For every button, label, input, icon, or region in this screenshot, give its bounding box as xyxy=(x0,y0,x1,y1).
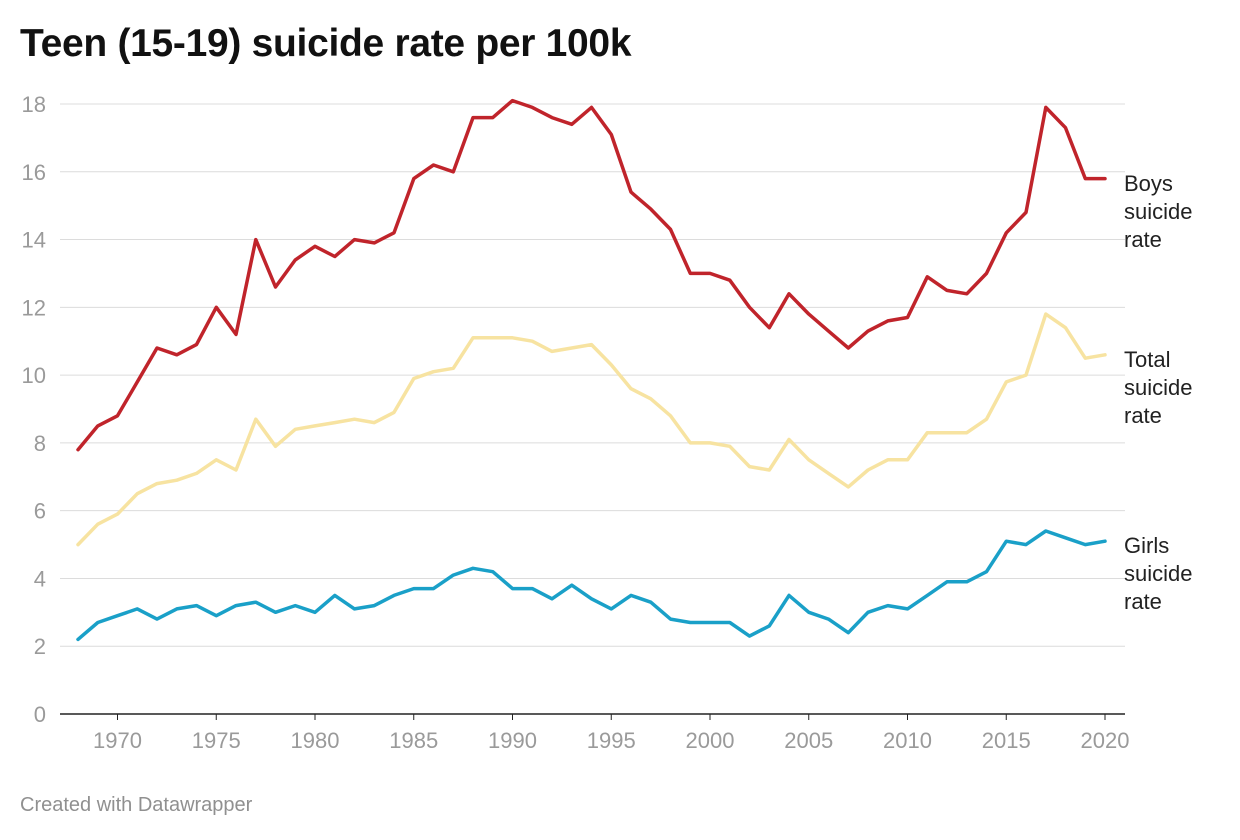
series-label-boys: Boys suicide rate xyxy=(1124,171,1192,252)
x-tick-label: 2020 xyxy=(1081,728,1130,753)
series-line-total xyxy=(76,312,1107,547)
y-tick-label: 6 xyxy=(34,499,46,524)
chart-title: Teen (15-19) suicide rate per 100k xyxy=(20,22,632,65)
x-tick-label: 2005 xyxy=(784,728,833,753)
x-tick-label: 1975 xyxy=(192,728,241,753)
series-line-boys xyxy=(76,98,1107,452)
x-tick-label: 1985 xyxy=(389,728,438,753)
series-line-girls xyxy=(76,529,1107,642)
y-tick-label: 0 xyxy=(34,702,46,727)
x-tick-label: 1990 xyxy=(488,728,537,753)
x-tick-label: 2015 xyxy=(982,728,1031,753)
y-tick-label: 2 xyxy=(34,634,46,659)
series-labels: Boys suicide rate Total suicide rate Girls suic… xyxy=(1124,171,1192,614)
y-tick-label: 12 xyxy=(22,295,46,320)
x-tick-label: 1980 xyxy=(291,728,340,753)
x-tick-label: 2000 xyxy=(686,728,735,753)
x-tick-label: 1995 xyxy=(587,728,636,753)
series-label-girls: Girls suicide rate xyxy=(1124,533,1192,614)
y-tick-label: 8 xyxy=(34,431,46,456)
series-label-total: Total suicide rate xyxy=(1124,347,1192,428)
y-tick-label: 10 xyxy=(22,363,46,388)
y-tick-label: 4 xyxy=(34,566,46,591)
x-tick-label: 2010 xyxy=(883,728,932,753)
y-tick-label: 18 xyxy=(22,92,46,117)
gridlines xyxy=(60,103,1125,647)
y-axis-ticks: 0 2 4 6 8 10 12 14 16 18 xyxy=(22,92,46,727)
y-tick-label: 16 xyxy=(22,160,46,185)
x-tick-label: 1970 xyxy=(93,728,142,753)
footer-credit: Created with Datawrapper xyxy=(20,794,253,816)
x-axis-ticks: 1970 1975 1980 1985 1990 1995 2000 2005 2010 2015… xyxy=(93,714,1129,753)
series-lines xyxy=(76,98,1107,642)
y-tick-label: 14 xyxy=(22,228,46,253)
